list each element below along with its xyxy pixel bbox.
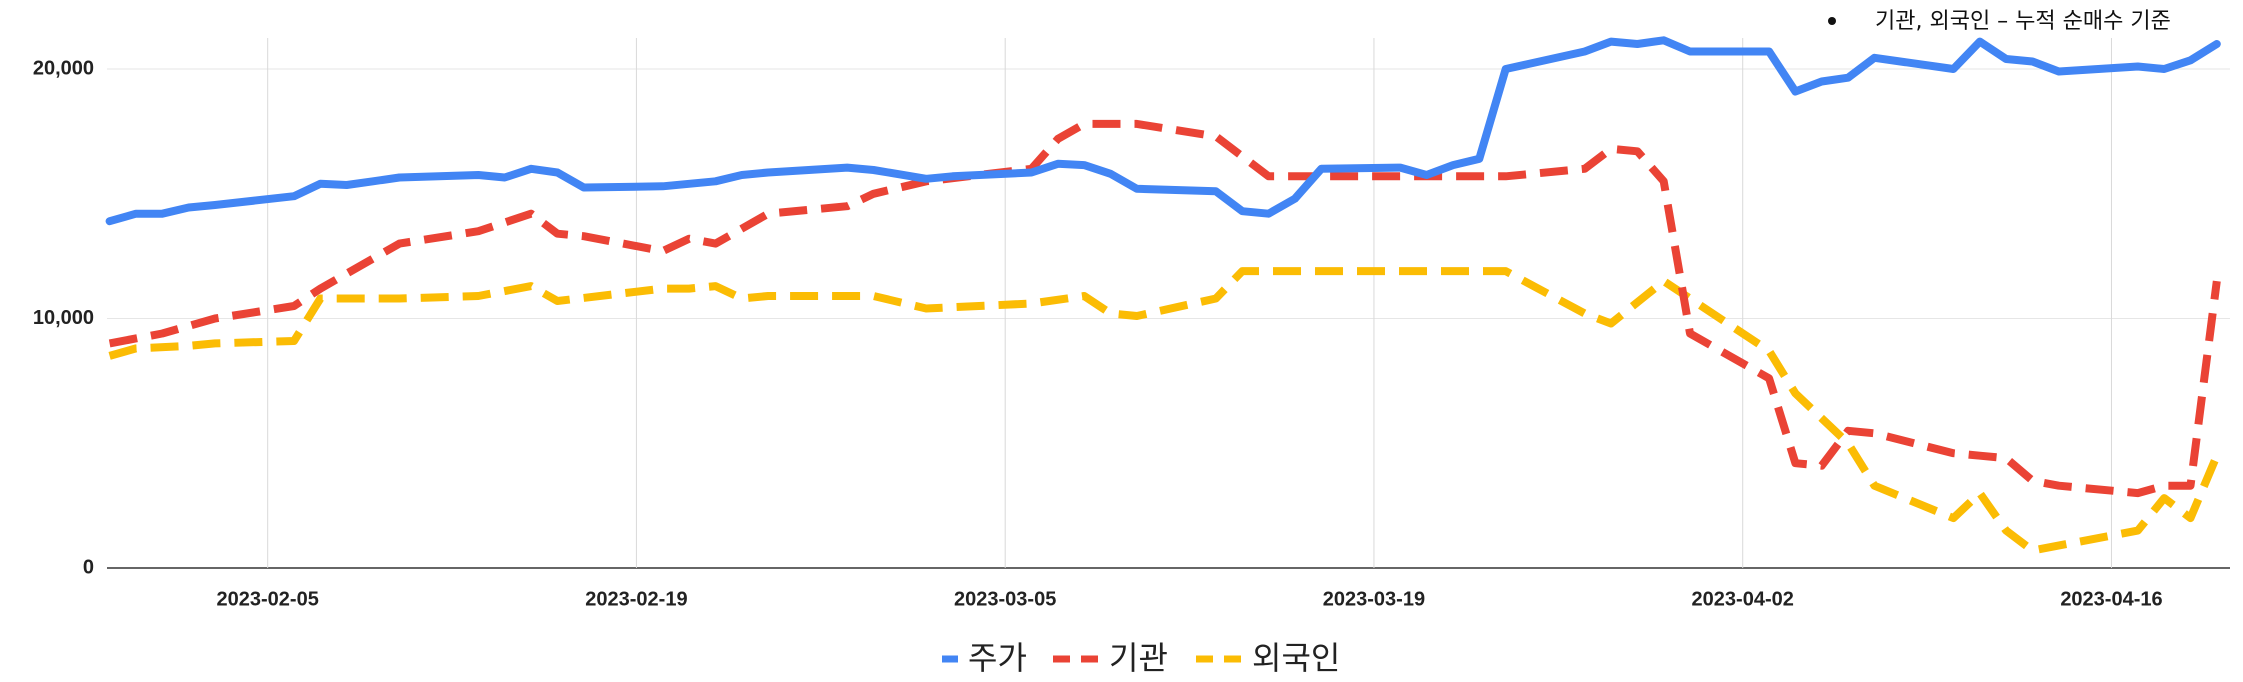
annotation-bullet <box>1828 17 1836 25</box>
x-tick-label: 2023-02-19 <box>585 588 687 610</box>
series-line-foreigner <box>108 267 2221 555</box>
x-tick-label: 2023-02-05 <box>217 588 319 610</box>
legend-label: 기관 <box>1109 639 1168 677</box>
x-tick-label: 2023-04-16 <box>2060 588 2162 610</box>
annotation: 기관, 외국인 – 누적 순매수 기준 <box>1828 9 2171 34</box>
y-tick-label: 0 <box>83 556 94 578</box>
annotation-text: 기관, 외국인 – 누적 순매수 기준 <box>1875 9 2171 34</box>
legend: 주가 기관 외국인 <box>942 639 1340 677</box>
x-tick-label: 2023-04-02 <box>1692 588 1794 610</box>
y-axis-ticks: 0 10,000 20,000 <box>33 57 94 578</box>
series-line-stock-price <box>105 36 2221 226</box>
y-tick-label: 10,000 <box>33 307 94 329</box>
x-tick-label: 2023-03-19 <box>1323 588 1425 610</box>
grid-lines <box>107 38 2230 569</box>
x-tick-label: 2023-03-05 <box>954 588 1056 610</box>
series-lines <box>105 36 2221 555</box>
y-tick-label: 20,000 <box>33 57 94 79</box>
x-axis-ticks: 2023-02-05 2023-02-19 2023-03-05 2023-03-19… <box>217 588 2163 610</box>
legend-label: 외국인 <box>1252 639 1340 677</box>
legend-label: 주가 <box>968 639 1027 677</box>
